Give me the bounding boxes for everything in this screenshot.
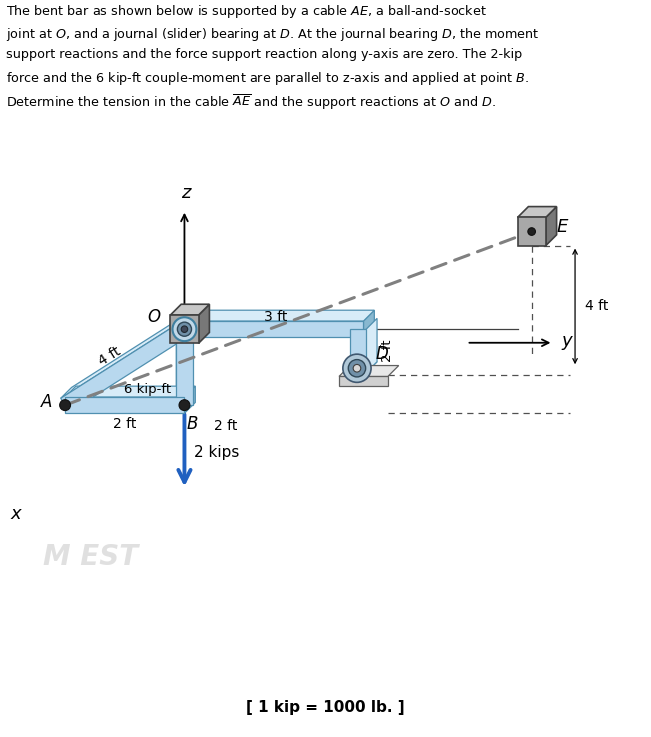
Polygon shape xyxy=(61,312,191,398)
Polygon shape xyxy=(350,362,377,373)
Text: $O$: $O$ xyxy=(147,308,161,326)
Polygon shape xyxy=(65,397,184,413)
Text: $A$: $A$ xyxy=(40,394,53,411)
Circle shape xyxy=(343,354,371,383)
Text: Determine the tension in the cable $\overline{AE}$ and the support reactions at : Determine the tension in the cable $\ove… xyxy=(7,93,497,112)
Polygon shape xyxy=(339,366,398,377)
Polygon shape xyxy=(65,386,195,397)
Text: 4 ft: 4 ft xyxy=(96,344,123,368)
Text: $y$: $y$ xyxy=(561,334,575,352)
Text: 4 ft: 4 ft xyxy=(585,299,608,313)
Text: 6 kip-ft: 6 kip-ft xyxy=(124,383,171,397)
Polygon shape xyxy=(176,318,203,329)
Text: 2 ft: 2 ft xyxy=(381,340,394,362)
Text: M EST: M EST xyxy=(44,543,139,571)
Polygon shape xyxy=(61,322,189,412)
Circle shape xyxy=(179,399,190,411)
Polygon shape xyxy=(518,206,557,217)
Text: [ 1 kip = 1000 lb. ]: [ 1 kip = 1000 lb. ] xyxy=(246,700,405,715)
Polygon shape xyxy=(366,318,377,373)
Circle shape xyxy=(177,322,191,336)
Polygon shape xyxy=(546,206,557,245)
Polygon shape xyxy=(339,377,388,386)
Text: The bent bar as shown below is supported by a cable $AE$, a ball-and-socket: The bent bar as shown below is supported… xyxy=(7,4,487,21)
Polygon shape xyxy=(184,321,363,338)
Polygon shape xyxy=(184,386,195,413)
Circle shape xyxy=(353,365,361,372)
Polygon shape xyxy=(180,312,200,336)
Text: force and the 6 kip-ft couple-moment are parallel to z-axis and applied at point: force and the 6 kip-ft couple-moment are… xyxy=(7,70,530,87)
Text: $D$: $D$ xyxy=(376,345,389,363)
Circle shape xyxy=(60,399,70,411)
Circle shape xyxy=(348,360,366,377)
Text: joint at $O$, and a journal (slider) bearing at $D$. At the journal bearing $D$,: joint at $O$, and a journal (slider) bea… xyxy=(7,26,540,43)
Text: 2 ft: 2 ft xyxy=(113,417,137,431)
Polygon shape xyxy=(171,315,199,343)
Circle shape xyxy=(173,317,197,341)
Text: support reactions and the force support reaction along y-axis are zero. The 2-ki: support reactions and the force support … xyxy=(7,48,523,61)
Polygon shape xyxy=(363,310,374,338)
Polygon shape xyxy=(199,304,210,343)
Polygon shape xyxy=(350,329,366,373)
Text: 2 ft: 2 ft xyxy=(214,419,238,433)
Text: $B$: $B$ xyxy=(186,415,198,433)
Polygon shape xyxy=(176,329,193,405)
Text: 2 kips: 2 kips xyxy=(194,445,240,461)
Circle shape xyxy=(181,326,187,332)
Polygon shape xyxy=(176,318,187,405)
Circle shape xyxy=(528,228,536,235)
Text: 3 ft: 3 ft xyxy=(264,310,287,324)
Text: $z$: $z$ xyxy=(181,184,193,202)
Text: $x$: $x$ xyxy=(10,505,23,523)
Polygon shape xyxy=(171,304,210,315)
Polygon shape xyxy=(184,310,374,321)
Polygon shape xyxy=(518,217,546,245)
Text: $E$: $E$ xyxy=(556,218,570,236)
